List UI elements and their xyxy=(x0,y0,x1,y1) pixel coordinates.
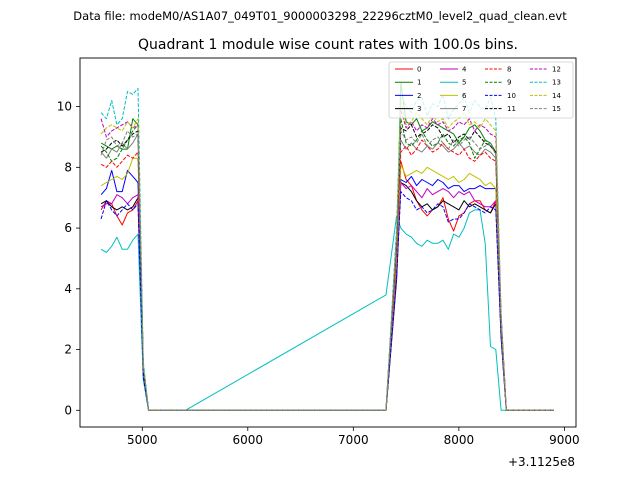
legend-label-9: 9 xyxy=(507,79,511,87)
x-tick-label: 7000 xyxy=(338,433,369,447)
legend-label-1: 1 xyxy=(417,79,421,87)
legend-label-11: 11 xyxy=(507,105,516,113)
legend-frame xyxy=(388,61,574,119)
x-tick-label: 9000 xyxy=(549,433,580,447)
y-tick-label: 6 xyxy=(64,221,72,235)
legend-label-3: 3 xyxy=(417,105,421,113)
x-tick-label: 8000 xyxy=(444,433,475,447)
legend-label-6: 6 xyxy=(462,92,467,100)
axes-frame xyxy=(79,57,577,428)
legend-label-12: 12 xyxy=(552,66,561,74)
legend-label-10: 10 xyxy=(507,92,516,100)
y-tick-label: 0 xyxy=(64,403,72,417)
legend-label-8: 8 xyxy=(507,66,511,74)
legend-label-0: 0 xyxy=(417,66,421,74)
legend-label-7: 7 xyxy=(462,105,466,113)
legend-label-4: 4 xyxy=(462,66,467,74)
legend-label-2: 2 xyxy=(417,92,421,100)
y-tick-label: 10 xyxy=(57,100,72,114)
y-tick-label: 4 xyxy=(64,282,72,296)
legend-label-5: 5 xyxy=(462,79,466,87)
legend-label-14: 14 xyxy=(552,92,561,100)
x-offset-label: +3.1125e8 xyxy=(508,455,575,469)
legend-label-13: 13 xyxy=(552,79,561,87)
legend-label-15: 15 xyxy=(552,105,561,113)
y-tick-label: 2 xyxy=(64,343,72,357)
axis-ticks: 5000 6000 7000 8000 9000 0 2 4 6 8 10 xyxy=(57,100,580,447)
x-tick-label: 6000 xyxy=(233,433,264,447)
x-tick-label: 5000 xyxy=(127,433,158,447)
series-line-15 xyxy=(100,130,554,411)
plot-series xyxy=(100,81,554,411)
figure-suptitle: Data file: modeM0/AS1A07_049T01_90000032… xyxy=(73,9,567,23)
y-tick-label: 8 xyxy=(64,160,72,174)
chart-title: Quadrant 1 module wise count rates with … xyxy=(138,37,518,53)
